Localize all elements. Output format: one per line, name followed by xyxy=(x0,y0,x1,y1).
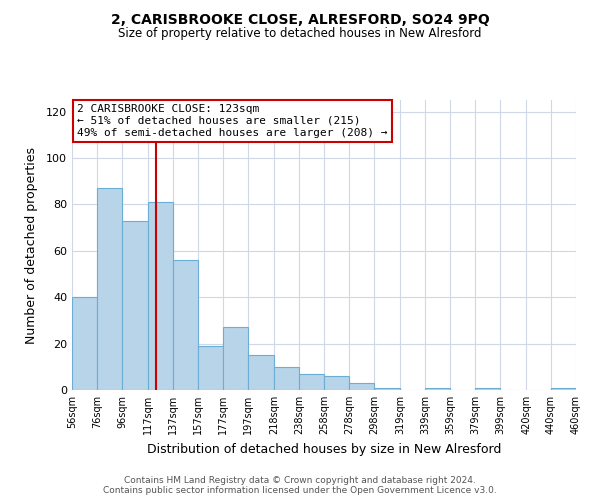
Y-axis label: Number of detached properties: Number of detached properties xyxy=(25,146,38,344)
Bar xyxy=(475,388,500,390)
Text: 2, CARISBROOKE CLOSE, ALRESFORD, SO24 9PQ: 2, CARISBROOKE CLOSE, ALRESFORD, SO24 9P… xyxy=(110,12,490,26)
Bar xyxy=(274,367,299,390)
Bar xyxy=(97,188,122,390)
Bar xyxy=(425,388,450,390)
Bar xyxy=(72,297,97,390)
Bar xyxy=(198,346,223,390)
Bar xyxy=(173,260,198,390)
Text: 2 CARISBROOKE CLOSE: 123sqm
← 51% of detached houses are smaller (215)
49% of se: 2 CARISBROOKE CLOSE: 123sqm ← 51% of det… xyxy=(77,104,388,138)
Text: Contains HM Land Registry data © Crown copyright and database right 2024.
Contai: Contains HM Land Registry data © Crown c… xyxy=(103,476,497,495)
Bar xyxy=(148,202,173,390)
Bar xyxy=(223,328,248,390)
Bar xyxy=(248,355,274,390)
Bar xyxy=(122,220,148,390)
Bar xyxy=(374,388,400,390)
Bar xyxy=(324,376,349,390)
Text: Size of property relative to detached houses in New Alresford: Size of property relative to detached ho… xyxy=(118,28,482,40)
X-axis label: Distribution of detached houses by size in New Alresford: Distribution of detached houses by size … xyxy=(147,442,501,456)
Bar xyxy=(551,388,576,390)
Bar xyxy=(299,374,324,390)
Bar xyxy=(349,383,374,390)
